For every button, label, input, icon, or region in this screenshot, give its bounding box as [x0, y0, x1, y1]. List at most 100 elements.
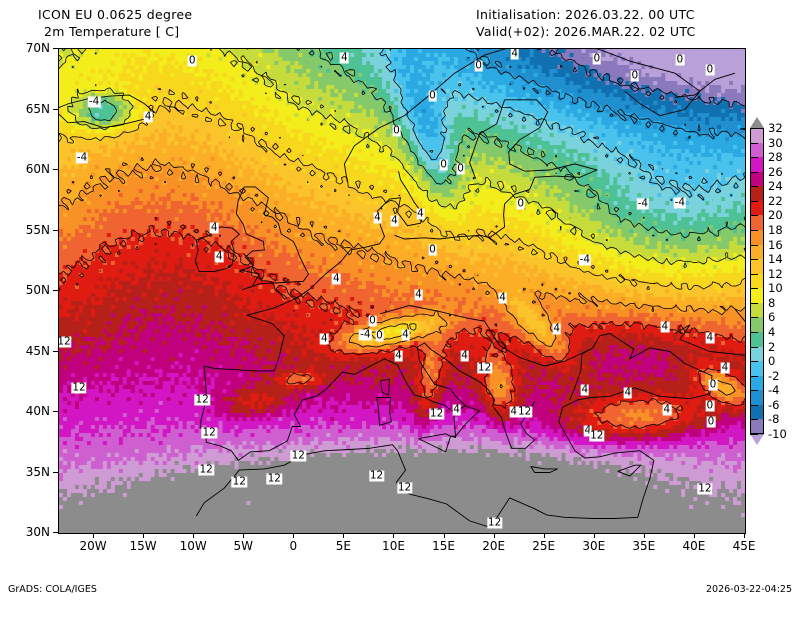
contour-label: 12 — [517, 405, 533, 418]
contour-label: 0 — [187, 54, 197, 67]
x-tick — [243, 533, 245, 538]
contour-label: 0 — [706, 415, 716, 428]
colorbar-tick — [750, 244, 758, 246]
x-tick-label: 0 — [289, 539, 298, 553]
colorbar-band — [750, 128, 764, 144]
colorbar-tick — [750, 404, 758, 406]
contour-label: 4 — [320, 332, 329, 345]
colorbar-tick-label: 22 — [768, 193, 783, 208]
contour-label: 4 — [209, 221, 219, 234]
x-tick — [543, 533, 545, 538]
y-tick — [53, 169, 58, 170]
colorbar-tick-label: 18 — [768, 223, 783, 237]
contour-label: 4 — [143, 110, 153, 123]
valid-time-text: Valid(+02): 2026.MAR.22. 02 UTC — [476, 24, 696, 39]
y-tick-label: 55N — [25, 222, 50, 237]
contour-label: 12 — [428, 407, 445, 420]
contour-label: 0 — [705, 399, 715, 412]
colorbar-tick-label: 28 — [768, 150, 783, 165]
x-tick — [143, 533, 145, 538]
contour-label: 4 — [510, 48, 520, 60]
contour-label: -4 — [578, 253, 592, 265]
colorbar-band — [750, 375, 764, 391]
colorbar-tick — [750, 375, 758, 377]
colorbar-tick-label: -4 — [768, 383, 780, 398]
x-tick — [393, 533, 395, 538]
x-tick — [293, 533, 295, 538]
x-tick — [93, 533, 95, 538]
colorbar-tick — [750, 390, 758, 392]
contour-label: 4 — [414, 288, 423, 301]
colorbar-under-arrow-icon — [750, 434, 764, 445]
credit-text: GrADS: COLA/IGES — [8, 584, 97, 595]
y-tick-label: 50N — [25, 283, 50, 297]
contour-label: 12 — [486, 516, 503, 529]
colorbar-tick — [750, 142, 758, 144]
colorbar-band — [750, 230, 764, 246]
x-tick — [493, 533, 495, 538]
temperature-map-plot: 4 0 4 0 0 0 -4 0 0 4 0 0 -4 0 0 -4 -4 4 4 4 0 4 4 0 -4 4 4 4 0 -4 0 4 4 4… — [58, 48, 746, 534]
colorbar-tick-label: 26 — [768, 164, 783, 179]
colorbar-tick — [750, 157, 758, 159]
contour-label: 4 — [509, 405, 519, 418]
x-tick-label: 45E — [732, 539, 756, 553]
x-tick-label: 5W — [233, 539, 254, 553]
x-tick — [443, 533, 445, 538]
x-tick — [593, 533, 595, 538]
y-tick — [53, 350, 58, 352]
colorbar-tick — [750, 288, 758, 290]
contour-label: 0 — [428, 89, 437, 102]
contour-label: 4 — [373, 211, 382, 224]
y-tick-label: 30N — [25, 525, 50, 539]
colorbar-band — [750, 142, 764, 158]
x-tick — [744, 533, 745, 538]
contour-label: 4 — [552, 322, 562, 334]
colorbar-tick-label: 24 — [768, 179, 783, 194]
x-tick-label: 10E — [382, 539, 405, 553]
colorbar-band — [750, 288, 764, 304]
contour-label: 0 — [368, 314, 377, 327]
contour-label: 12 — [396, 481, 413, 494]
colorbar-tick-label: 2 — [768, 339, 776, 354]
contour-label: 12 — [589, 429, 605, 442]
y-tick-label: 40N — [25, 404, 50, 418]
y-tick-label: 60N — [25, 162, 50, 176]
colorbar-tick — [750, 171, 758, 173]
colorbar-band — [750, 200, 764, 216]
colorbar-band — [750, 390, 764, 406]
render-timestamp: 2026-03-22-04:25 — [705, 584, 792, 595]
y-tick-label: 35N — [25, 464, 50, 479]
y-tick — [53, 471, 58, 473]
contour-label: 0 — [474, 59, 483, 72]
colorbar-band — [750, 346, 764, 362]
colorbar-tick — [750, 317, 758, 319]
x-tick-label: 15W — [129, 539, 157, 553]
colorbar-tick — [750, 128, 758, 129]
colorbar-tick-label: -2 — [768, 368, 780, 383]
colorbar-band — [750, 259, 764, 275]
contour-label: 12 — [58, 335, 72, 348]
contour-label: 12 — [201, 426, 217, 439]
colorbar-band — [750, 244, 764, 260]
colorbar-tick-label: 14 — [768, 252, 783, 267]
colorbar-tick-label: 20 — [768, 208, 783, 223]
colorbar-tick-label: 6 — [768, 310, 776, 325]
colorbar-tick — [750, 302, 758, 304]
colorbar-band — [750, 186, 764, 202]
page-subtitle: 2m Temperature [ C] — [44, 24, 180, 39]
colorbar-band — [750, 215, 764, 231]
colorbar-tick-label: -8 — [768, 412, 780, 427]
colorbar-tick — [750, 434, 758, 435]
colorbar-tick — [750, 215, 758, 217]
contour-label: 12 — [476, 361, 493, 374]
contour-label: 0 — [630, 69, 640, 82]
contour-label: 12 — [231, 475, 247, 488]
colorbar-tick-label: 12 — [768, 266, 783, 281]
contour-label: 12 — [697, 482, 713, 495]
y-tick — [53, 108, 58, 110]
y-tick — [53, 532, 58, 533]
contour-label: -4 — [87, 95, 101, 108]
contour-label: -4 — [359, 328, 372, 341]
colorbar-tick — [750, 186, 758, 188]
contour-label: -4 — [636, 197, 650, 210]
